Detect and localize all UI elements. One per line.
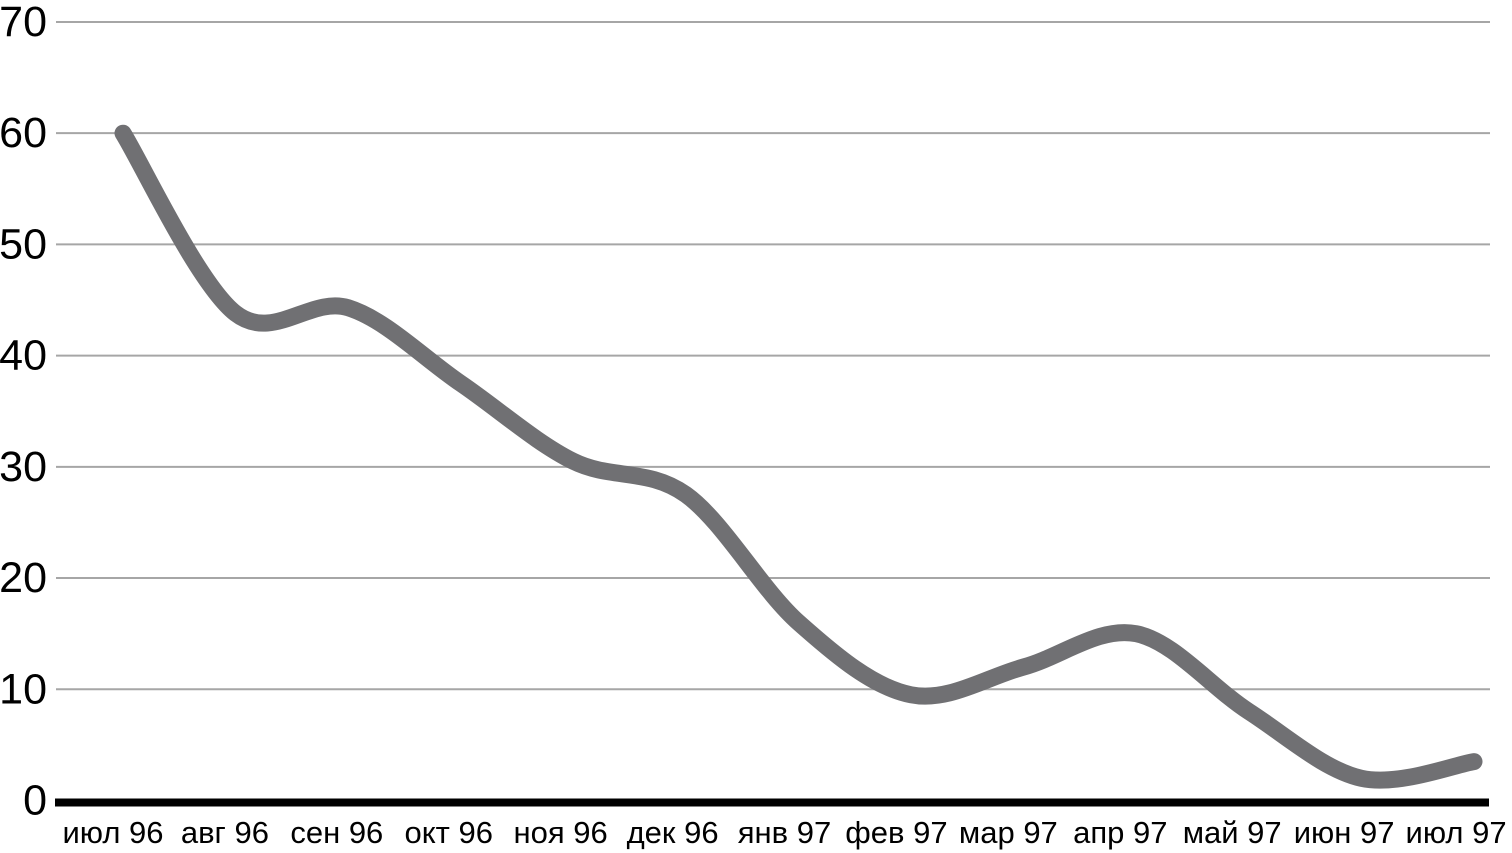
x-tick-label: ноя 96 bbox=[514, 815, 608, 850]
x-tick-label: мар 97 bbox=[959, 815, 1058, 850]
x-tick-label: июл 97 bbox=[1406, 815, 1507, 850]
x-tick-label: дек 96 bbox=[627, 815, 719, 850]
x-tick-label: авг 96 bbox=[181, 815, 269, 850]
data-series-line bbox=[114, 124, 1483, 789]
y-tick-label: 40 bbox=[0, 332, 47, 380]
x-tick-label: май 97 bbox=[1183, 815, 1282, 850]
y-tick-label: 50 bbox=[0, 220, 47, 268]
y-tick-label: 10 bbox=[0, 665, 47, 713]
y-tick-label: 0 bbox=[23, 777, 47, 825]
x-tick-label: июн 97 bbox=[1294, 815, 1395, 850]
y-tick-label: 60 bbox=[0, 109, 47, 157]
x-tick-label: сен 96 bbox=[290, 815, 383, 850]
y-tick-label: 20 bbox=[0, 554, 47, 602]
x-tick-label: окт 96 bbox=[405, 815, 493, 850]
x-tick-label: янв 97 bbox=[738, 815, 831, 850]
y-tick-label: 70 bbox=[0, 0, 47, 46]
x-tick-label: фев 97 bbox=[845, 815, 947, 850]
x-tick-label: апр 97 bbox=[1073, 815, 1167, 850]
y-tick-label: 30 bbox=[0, 443, 47, 491]
x-tick-label: июл 96 bbox=[62, 815, 163, 850]
